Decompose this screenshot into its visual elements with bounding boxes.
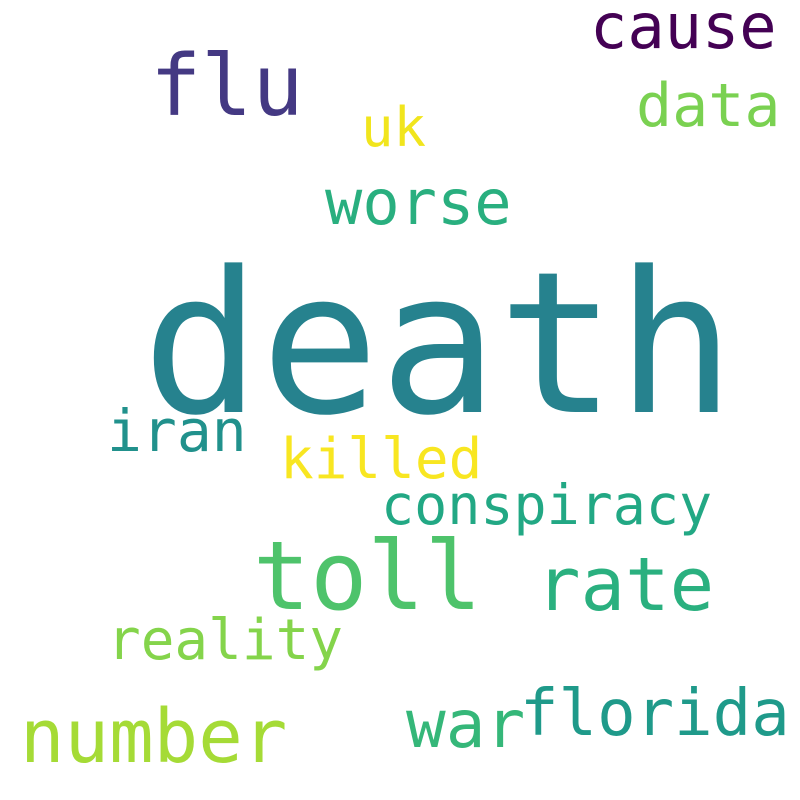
word-toll: toll xyxy=(253,522,482,632)
word-uk: uk xyxy=(361,96,427,159)
word-death: death xyxy=(142,230,736,459)
word-iran: iran xyxy=(107,397,247,465)
word-number: number xyxy=(20,694,288,780)
word-cause: cause xyxy=(590,0,777,63)
word-flu: flu xyxy=(150,37,304,136)
word-killed: killed xyxy=(280,427,483,492)
word-worse: worse xyxy=(325,166,512,239)
word-florida: florida xyxy=(520,677,790,751)
word-data: data xyxy=(636,71,781,141)
word-reality: reality xyxy=(107,608,344,673)
word-rate: rate xyxy=(536,542,715,628)
word-war: war xyxy=(406,686,526,763)
word-conspiracy: conspiracy xyxy=(381,473,713,537)
